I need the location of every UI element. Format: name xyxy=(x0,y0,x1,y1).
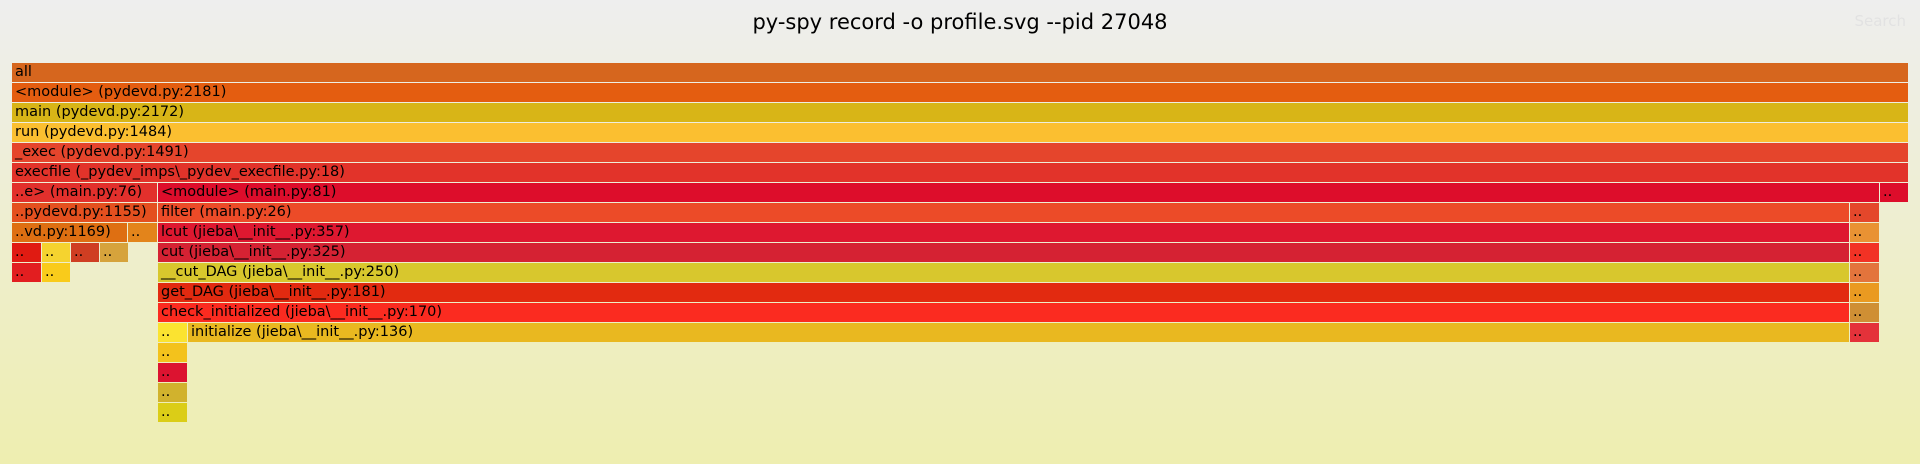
flame-frame[interactable]: .. xyxy=(1850,243,1879,262)
flame-frame[interactable]: .. xyxy=(42,243,70,262)
flame-frame[interactable]: ..pydevd.py:1155) xyxy=(12,203,157,222)
flame-frame[interactable]: .. xyxy=(158,323,187,342)
flame-frame[interactable]: initialize (jieba\__init__.py:136) xyxy=(188,323,1849,342)
flame-frame[interactable]: lcut (jieba\__init__.py:357) xyxy=(158,223,1849,242)
flame-frame[interactable]: ..vd.py:1169) xyxy=(12,223,127,242)
flame-frame[interactable]: .. xyxy=(12,263,41,282)
flame-frame[interactable]: .. xyxy=(42,263,70,282)
flame-frame[interactable]: __cut_DAG (jieba\__init__.py:250) xyxy=(158,263,1849,282)
flame-frame[interactable]: _exec (pydevd.py:1491) xyxy=(12,143,1908,162)
flame-frame[interactable]: ..e> (main.py:76) xyxy=(12,183,157,202)
page-title: py-spy record -o profile.svg --pid 27048 xyxy=(752,10,1168,34)
flame-frame[interactable]: .. xyxy=(1850,303,1879,322)
search-button[interactable]: Search xyxy=(1854,12,1906,30)
flame-frame[interactable]: filter (main.py:26) xyxy=(158,203,1849,222)
flame-frame[interactable]: .. xyxy=(100,243,128,262)
flame-frame[interactable]: main (pydevd.py:2172) xyxy=(12,103,1908,122)
flame-frame[interactable]: .. xyxy=(158,403,187,422)
flame-frame[interactable]: <module> (main.py:81) xyxy=(158,183,1879,202)
flame-frame[interactable]: check_initialized (jieba\__init__.py:170… xyxy=(158,303,1849,322)
flame-frame[interactable]: run (pydevd.py:1484) xyxy=(12,123,1908,142)
flame-frame[interactable]: .. xyxy=(1850,223,1879,242)
flame-frame[interactable]: .. xyxy=(128,223,157,242)
flame-frame[interactable]: .. xyxy=(71,243,99,262)
flame-frame[interactable]: .. xyxy=(1850,323,1879,342)
flame-frame[interactable]: .. xyxy=(158,363,187,382)
flame-frame[interactable]: .. xyxy=(12,243,41,262)
flame-frame[interactable]: get_DAG (jieba\__init__.py:181) xyxy=(158,283,1849,302)
flame-frame[interactable]: <module> (pydevd.py:2181) xyxy=(12,83,1908,102)
flame-frame[interactable]: .. xyxy=(1850,283,1879,302)
flame-frame[interactable]: .. xyxy=(158,383,187,402)
flame-frame[interactable]: .. xyxy=(1850,203,1879,222)
flame-frame[interactable]: .. xyxy=(158,343,187,362)
flame-frame[interactable]: .. xyxy=(1880,183,1908,202)
flame-frame[interactable]: cut (jieba\__init__.py:325) xyxy=(158,243,1849,262)
flame-frame[interactable]: execfile (_pydev_imps\_pydev_execfile.py… xyxy=(12,163,1908,182)
flame-frame[interactable]: all xyxy=(12,63,1908,82)
flame-frame[interactable]: .. xyxy=(1850,263,1879,282)
